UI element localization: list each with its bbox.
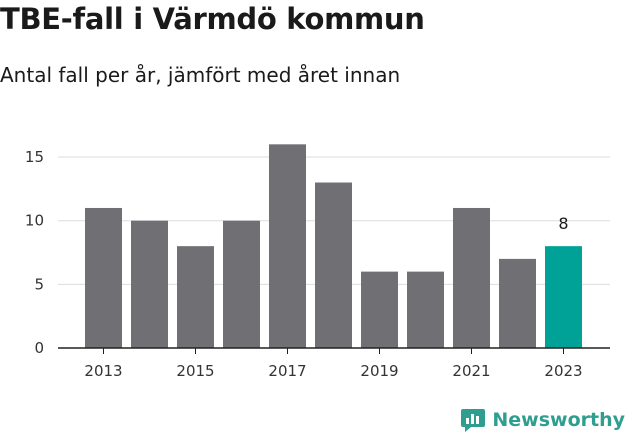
- bar-2019: [361, 271, 398, 348]
- data-label-2023: 8: [558, 214, 568, 233]
- bar-2022: [499, 258, 536, 348]
- bar-2021: [453, 207, 490, 348]
- bar-2013: [85, 207, 122, 348]
- bar-2017: [269, 144, 306, 348]
- bar-2020: [407, 271, 444, 348]
- x-tick-label-2023: 2023: [544, 362, 582, 380]
- bar-2018: [315, 182, 352, 348]
- x-tick-label-2017: 2017: [268, 362, 306, 380]
- y-tick-label-10: 10: [25, 212, 44, 230]
- newsworthy-icon: [461, 409, 486, 432]
- bar-2015: [177, 246, 214, 348]
- chart-title: TBE-fall i Värmdö kommun: [0, 2, 425, 36]
- x-tick-label-2019: 2019: [360, 362, 398, 380]
- y-tick-label-0: 0: [34, 339, 44, 357]
- x-tick-label-2015: 2015: [176, 362, 214, 380]
- y-tick-label-5: 5: [34, 275, 44, 293]
- x-tick-label-2021: 2021: [452, 362, 490, 380]
- newsworthy-logo: Newsworthy: [460, 407, 625, 433]
- bar-2023: [545, 246, 582, 348]
- x-tick-label-2013: 2013: [84, 362, 122, 380]
- y-tick-label-15: 15: [25, 148, 44, 166]
- chart-subtitle: Antal fall per år, jämfört med året inna…: [0, 63, 401, 87]
- brand-name: Newsworthy: [492, 409, 625, 431]
- bar-2014: [131, 220, 168, 348]
- bar-2016: [223, 220, 260, 348]
